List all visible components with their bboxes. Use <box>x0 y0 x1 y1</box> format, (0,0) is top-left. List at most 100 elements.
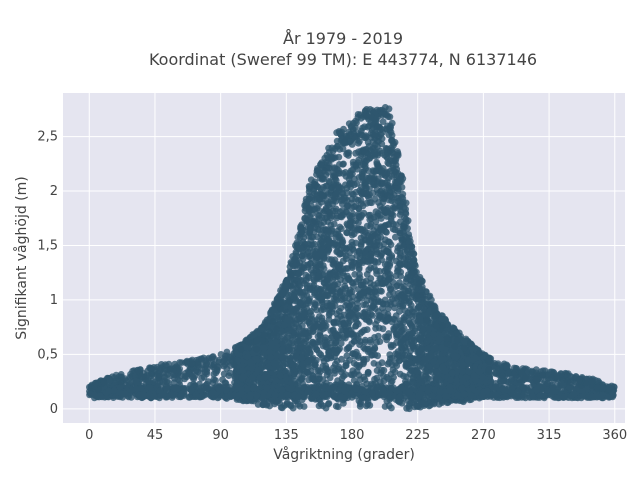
data-point <box>357 214 364 222</box>
data-point <box>406 311 413 319</box>
data-point <box>181 373 189 380</box>
chart-title-line-2: Koordinat (Sweref 99 TM): E 443774, N 61… <box>148 50 538 69</box>
data-point <box>339 145 347 153</box>
data-point <box>353 119 360 127</box>
data-point <box>357 234 365 242</box>
data-point <box>325 247 332 254</box>
data-point <box>388 137 395 145</box>
data-point <box>335 153 343 161</box>
data-point <box>393 282 401 289</box>
data-point <box>350 359 358 367</box>
data-point <box>330 268 338 275</box>
data-point <box>293 348 301 356</box>
data-point <box>345 152 352 159</box>
data-point <box>358 328 366 336</box>
data-point <box>281 321 288 329</box>
data-point <box>453 377 461 385</box>
data-point <box>364 400 372 408</box>
data-point <box>306 252 314 260</box>
data-point <box>302 335 310 343</box>
data-point <box>404 295 411 302</box>
data-point <box>378 288 385 295</box>
data-point <box>364 113 371 121</box>
data-point <box>385 305 392 312</box>
data-point <box>277 377 285 385</box>
data-point <box>364 229 372 237</box>
data-point <box>336 208 344 216</box>
data-point <box>303 292 311 299</box>
data-point <box>392 312 400 319</box>
data-point <box>340 372 347 380</box>
data-point <box>355 249 363 257</box>
data-point <box>378 249 385 257</box>
data-point <box>226 369 234 377</box>
data-point <box>398 193 405 201</box>
data-point <box>340 399 347 407</box>
data-point <box>290 327 297 334</box>
data-point <box>327 334 335 342</box>
data-point <box>289 333 297 340</box>
data-point <box>300 403 308 410</box>
data-point <box>291 262 299 270</box>
data-point <box>336 129 343 137</box>
data-point <box>383 248 390 256</box>
data-point <box>286 401 294 409</box>
data-point <box>367 119 375 127</box>
data-point <box>343 352 351 360</box>
data-point <box>392 322 400 330</box>
data-point <box>436 335 443 343</box>
data-point <box>331 274 339 281</box>
data-point <box>332 402 340 410</box>
chart-title: År 1979 - 2019 Koordinat (Sweref 99 TM):… <box>0 28 640 70</box>
data-point <box>260 399 268 407</box>
data-point <box>366 318 373 326</box>
data-point <box>387 286 394 294</box>
data-point <box>327 221 335 229</box>
data-points <box>86 104 618 413</box>
data-point <box>337 304 345 312</box>
data-point <box>343 345 351 353</box>
data-point <box>374 279 382 287</box>
data-point <box>391 368 399 376</box>
data-point <box>413 368 421 375</box>
data-point <box>326 374 334 382</box>
data-point <box>434 368 442 376</box>
data-point <box>336 250 344 257</box>
data-point <box>370 301 378 309</box>
data-point <box>435 376 443 384</box>
data-point <box>375 361 382 369</box>
data-point <box>337 339 345 347</box>
data-point <box>210 370 218 378</box>
data-point <box>309 341 316 348</box>
data-point <box>401 260 408 268</box>
data-point <box>290 361 297 368</box>
data-point <box>379 325 387 333</box>
data-point <box>380 372 387 380</box>
data-point <box>306 226 314 234</box>
data-point <box>352 195 359 203</box>
data-point <box>314 165 321 172</box>
data-point <box>336 261 344 268</box>
data-point <box>367 257 374 264</box>
data-point <box>313 255 320 263</box>
data-point <box>331 256 339 264</box>
data-point <box>378 228 386 235</box>
data-point <box>354 296 361 303</box>
data-point <box>390 220 397 228</box>
data-point <box>356 259 363 267</box>
data-point <box>372 320 379 328</box>
data-point <box>374 210 382 217</box>
data-point <box>418 345 425 352</box>
data-point <box>351 175 358 183</box>
data-point <box>397 252 404 259</box>
data-point <box>351 271 359 278</box>
data-point <box>325 349 333 357</box>
data-point <box>384 122 391 130</box>
data-point <box>389 211 397 219</box>
data-point <box>298 374 306 382</box>
data-point <box>357 240 365 248</box>
data-point <box>346 302 353 310</box>
data-point <box>332 344 339 352</box>
data-point <box>368 152 376 159</box>
